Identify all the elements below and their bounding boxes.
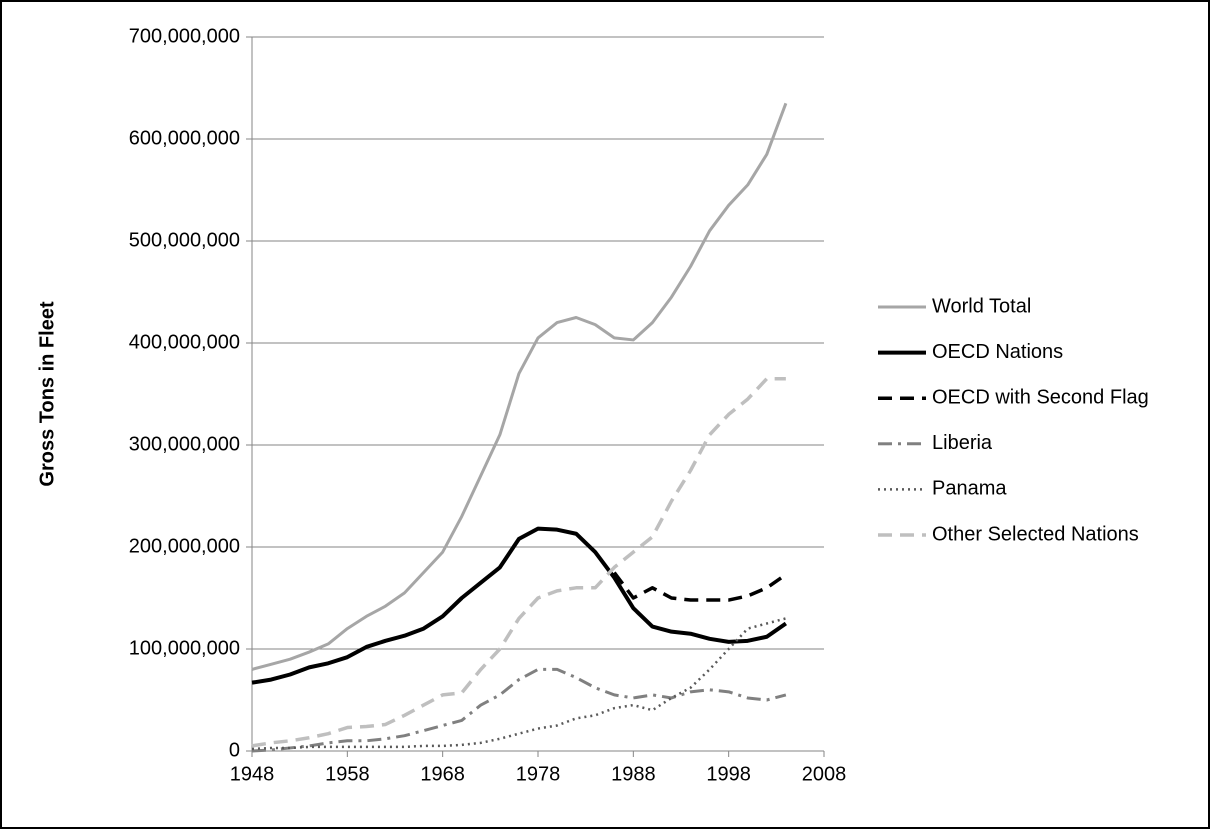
series-line: [251, 526, 788, 685]
series-line: [612, 571, 787, 602]
legend-label: World Total: [932, 295, 1031, 317]
legend-label: OECD Nations: [932, 341, 1063, 363]
y-tick-label: 0: [229, 739, 240, 761]
x-tick-label: 1948: [230, 763, 275, 785]
y-tick-label: 200,000,000: [129, 535, 240, 557]
series-line: [251, 376, 786, 748]
y-tick-label: 600,000,000: [129, 127, 240, 149]
y-tick-label: 500,000,000: [129, 229, 240, 251]
y-tick-label: 400,000,000: [129, 331, 240, 353]
x-tick-label: 1988: [611, 763, 656, 785]
y-tick-label: 700,000,000: [129, 25, 240, 47]
series-line: [251, 667, 787, 753]
x-tick-label: 1978: [516, 763, 561, 785]
y-tick-label: 100,000,000: [129, 637, 240, 659]
series-line: [251, 102, 788, 671]
legend-label: OECD with Second Flag: [932, 386, 1149, 408]
x-tick-label: 1998: [706, 763, 751, 785]
x-tick-label: 1958: [325, 763, 370, 785]
y-tick-label: 300,000,000: [129, 433, 240, 455]
x-tick-label: 1968: [420, 763, 465, 785]
legend-label: Panama: [932, 478, 1007, 500]
y-axis-title: Gross Tons in Fleet: [36, 301, 58, 487]
x-tick-label: 2008: [802, 763, 847, 785]
legend-label: Other Selected Nations: [932, 523, 1139, 545]
legend-label: Liberia: [932, 432, 993, 454]
